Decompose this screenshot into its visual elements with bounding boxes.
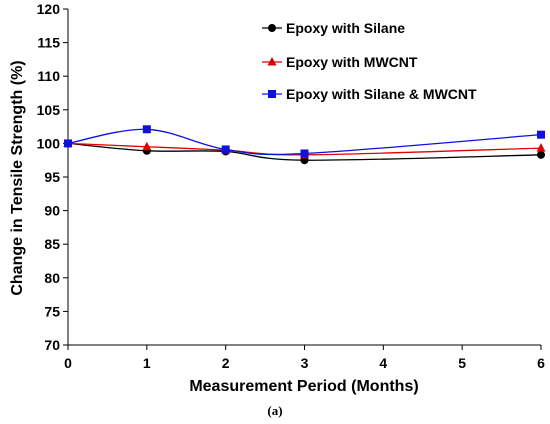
x-tick-label: 0 — [64, 355, 72, 371]
y-tick-label: 120 — [37, 1, 61, 17]
y-tick-label: 80 — [44, 270, 60, 286]
data-point — [64, 139, 72, 148]
legend: Epoxy with Silane Epoxy with MWCNT Epoxy w… — [262, 20, 477, 102]
data-point — [142, 125, 151, 134]
legend-entry: Epoxy with Silane — [262, 20, 405, 36]
legend-entry: Epoxy with MWCNT — [262, 54, 418, 70]
y-tick-label: 90 — [44, 203, 60, 219]
series-line — [67, 142, 542, 156]
data-point — [300, 149, 309, 158]
x-tick-label: 5 — [458, 355, 466, 371]
y-axis-ticks: 70 75 80 85 90 95 100 105 110 115 120 — [37, 1, 68, 353]
legend-label: Epoxy with Silane & MWCNT — [286, 86, 477, 102]
data-point — [536, 143, 546, 152]
y-tick-label: 110 — [37, 68, 60, 84]
x-axis-ticks: 0 1 2 3 4 5 6 — [64, 345, 545, 371]
legend-marker — [268, 24, 276, 32]
data-point — [537, 130, 545, 139]
y-tick-label: 70 — [44, 337, 60, 353]
y-tick-label: 115 — [37, 35, 60, 51]
y-axis-label: Change in Tensile Strength (%) — [9, 60, 26, 295]
y-tick-label: 85 — [44, 236, 60, 252]
series-line — [67, 128, 542, 156]
series-line — [67, 142, 542, 161]
series-layer — [63, 125, 546, 165]
x-tick-label: 2 — [222, 355, 230, 371]
y-tick-label: 95 — [44, 169, 60, 185]
legend-marker — [268, 90, 276, 98]
x-axis-label: Measurement Period (Months) — [189, 378, 418, 395]
data-point — [537, 150, 545, 159]
y-tick-label: 75 — [44, 303, 60, 319]
x-tick-label: 3 — [301, 355, 309, 371]
x-tick-label: 1 — [143, 355, 151, 371]
legend-label: Epoxy with Silane — [286, 20, 405, 36]
legend-label: Epoxy with MWCNT — [286, 54, 418, 70]
data-point — [142, 141, 152, 151]
legend-entry: Epoxy with Silane & MWCNT — [262, 86, 477, 102]
legend-marker — [267, 57, 277, 66]
x-tick-label: 4 — [379, 355, 387, 371]
x-tick-label: 6 — [537, 355, 545, 371]
series-3 — [64, 125, 545, 158]
y-tick-label: 100 — [37, 135, 61, 151]
y-tick-label: 105 — [37, 102, 61, 118]
figure-caption: (a) — [267, 403, 282, 418]
data-point — [221, 145, 230, 154]
